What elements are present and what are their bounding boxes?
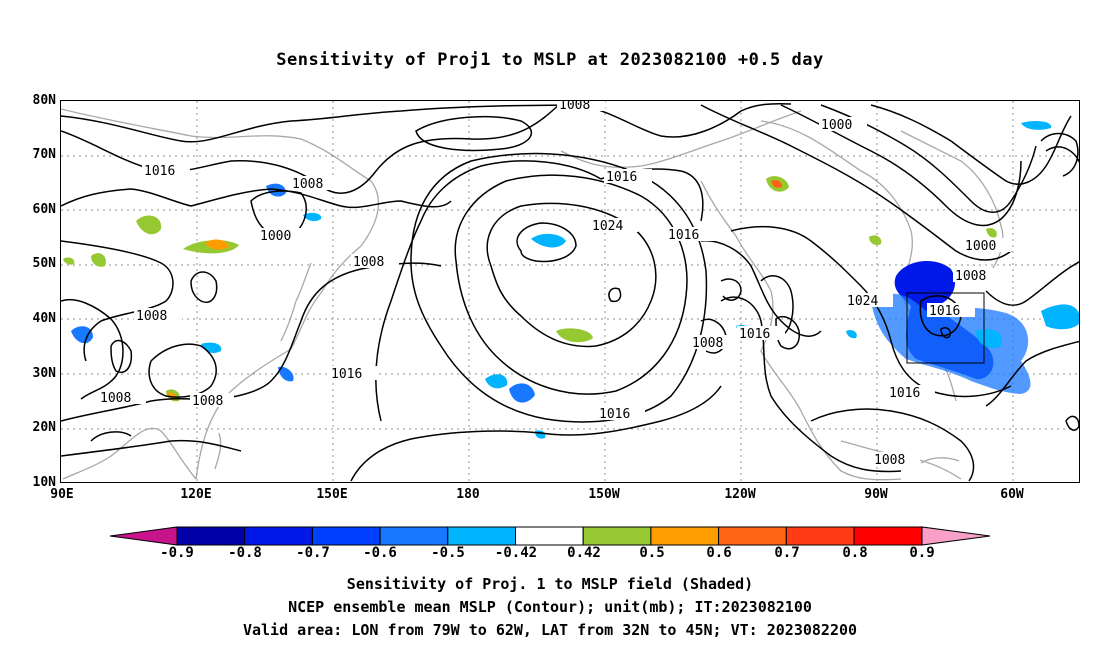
lat-label-40n: 40N (32, 311, 56, 326)
colorbar-label: 0.6 (706, 545, 732, 561)
colorbar-low-extend (109, 526, 178, 546)
lon-label-150e: 150E (316, 487, 348, 502)
lat-label-50n: 50N (32, 256, 56, 271)
lon-label-150w: 150W (588, 487, 620, 502)
graticule (61, 101, 1079, 482)
colorbar-label: -0.5 (431, 545, 465, 561)
contour-label: 1008 (136, 309, 167, 324)
lat-label-10n: 10N (32, 475, 56, 490)
colorbar-label: -0.7 (296, 545, 330, 561)
lat-label-20n: 20N (32, 420, 56, 435)
colorbar-box (785, 526, 855, 546)
lat-label-70n: 70N (32, 147, 56, 162)
contour-label: 1008 (692, 336, 723, 351)
contour-label: 1008 (353, 255, 384, 270)
map-panel: 1008 1000 1016 1008 1000 1008 1016 1024 … (60, 100, 1080, 483)
contour-label: 1024 (847, 294, 878, 309)
lat-label-30n: 30N (32, 366, 56, 381)
lat-label-80n: 80N (32, 93, 56, 108)
map-title: Sensitivity of Proj1 to MSLP at 20230821… (276, 50, 824, 70)
colorbar-box (515, 526, 584, 546)
colorbar (109, 526, 991, 546)
contour-label: 1016 (606, 170, 637, 185)
colorbar-label: 0.42 (567, 545, 601, 561)
valid-area-box (906, 292, 985, 364)
lon-label-90w: 90W (864, 487, 888, 502)
colorbar-box (447, 526, 516, 546)
contour-label: 1008 (292, 177, 323, 192)
contour-label: 1024 (592, 219, 623, 234)
colorbar-box (379, 526, 449, 546)
caption-valid-area: Valid area: LON from 79W to 62W, LAT fro… (242, 621, 858, 639)
colorbar-label: -0.6 (363, 545, 397, 561)
colorbar-boxes (176, 526, 923, 546)
colorbar-box (650, 526, 720, 546)
colorbar-label: 0.7 (774, 545, 800, 561)
colorbar-box (582, 526, 652, 546)
contour-label: 1000 (965, 239, 996, 254)
colorbar-label: 0.9 (909, 545, 935, 561)
colorbar-box (176, 526, 246, 546)
colorbar-label: -0.9 (160, 545, 194, 561)
negative-sensitivity-halo (871, 293, 1031, 394)
contour-label: 1008 (100, 391, 131, 406)
contour-label: 1016 (889, 386, 920, 401)
contour-label: 1016 (144, 164, 175, 179)
contour-label: 1008 (955, 269, 986, 284)
contour-label: 1016 (599, 407, 630, 422)
contour-labels: 1008 1000 1016 1008 1000 1008 1016 1024 … (98, 101, 1011, 468)
caption-shaded: Sensitivity of Proj. 1 to MSLP field (Sh… (346, 575, 754, 593)
mslp-contours (61, 102, 1079, 482)
contour-label: 1000 (821, 118, 852, 133)
colorbar-box (718, 526, 787, 546)
contour-label: 1008 (559, 101, 590, 113)
lon-label-60w: 60W (1000, 487, 1024, 502)
contour-label: 1008 (192, 394, 223, 409)
colorbar-label: 0.5 (639, 545, 665, 561)
colorbar-high-extend (921, 526, 991, 546)
lat-label-60n: 60N (32, 202, 56, 217)
map-canvas: 1008 1000 1016 1008 1000 1008 1016 1024 … (61, 101, 1079, 482)
lon-label-180: 180 (456, 487, 480, 502)
colorbar-box (311, 526, 381, 546)
lon-label-120w: 120W (724, 487, 756, 502)
caption-contour: NCEP ensemble mean MSLP (Contour); unit(… (288, 598, 812, 616)
contour-label: 1016 (739, 327, 770, 342)
contour-label: 1016 (929, 304, 960, 319)
contour-label: 1016 (668, 228, 699, 243)
colorbar-label: -0.8 (228, 545, 262, 561)
lon-label-90e: 90E (50, 487, 74, 502)
colorbar-box (244, 526, 313, 546)
contour-label: 1000 (260, 229, 291, 244)
contour-label: 1008 (874, 453, 905, 468)
lon-label-120e: 120E (180, 487, 212, 502)
sensitivity-shading (63, 120, 1079, 439)
colorbar-label: -0.42 (494, 545, 538, 561)
colorbar-box (853, 526, 923, 546)
contour-label: 1016 (331, 367, 362, 382)
colorbar-label: 0.8 (842, 545, 868, 561)
